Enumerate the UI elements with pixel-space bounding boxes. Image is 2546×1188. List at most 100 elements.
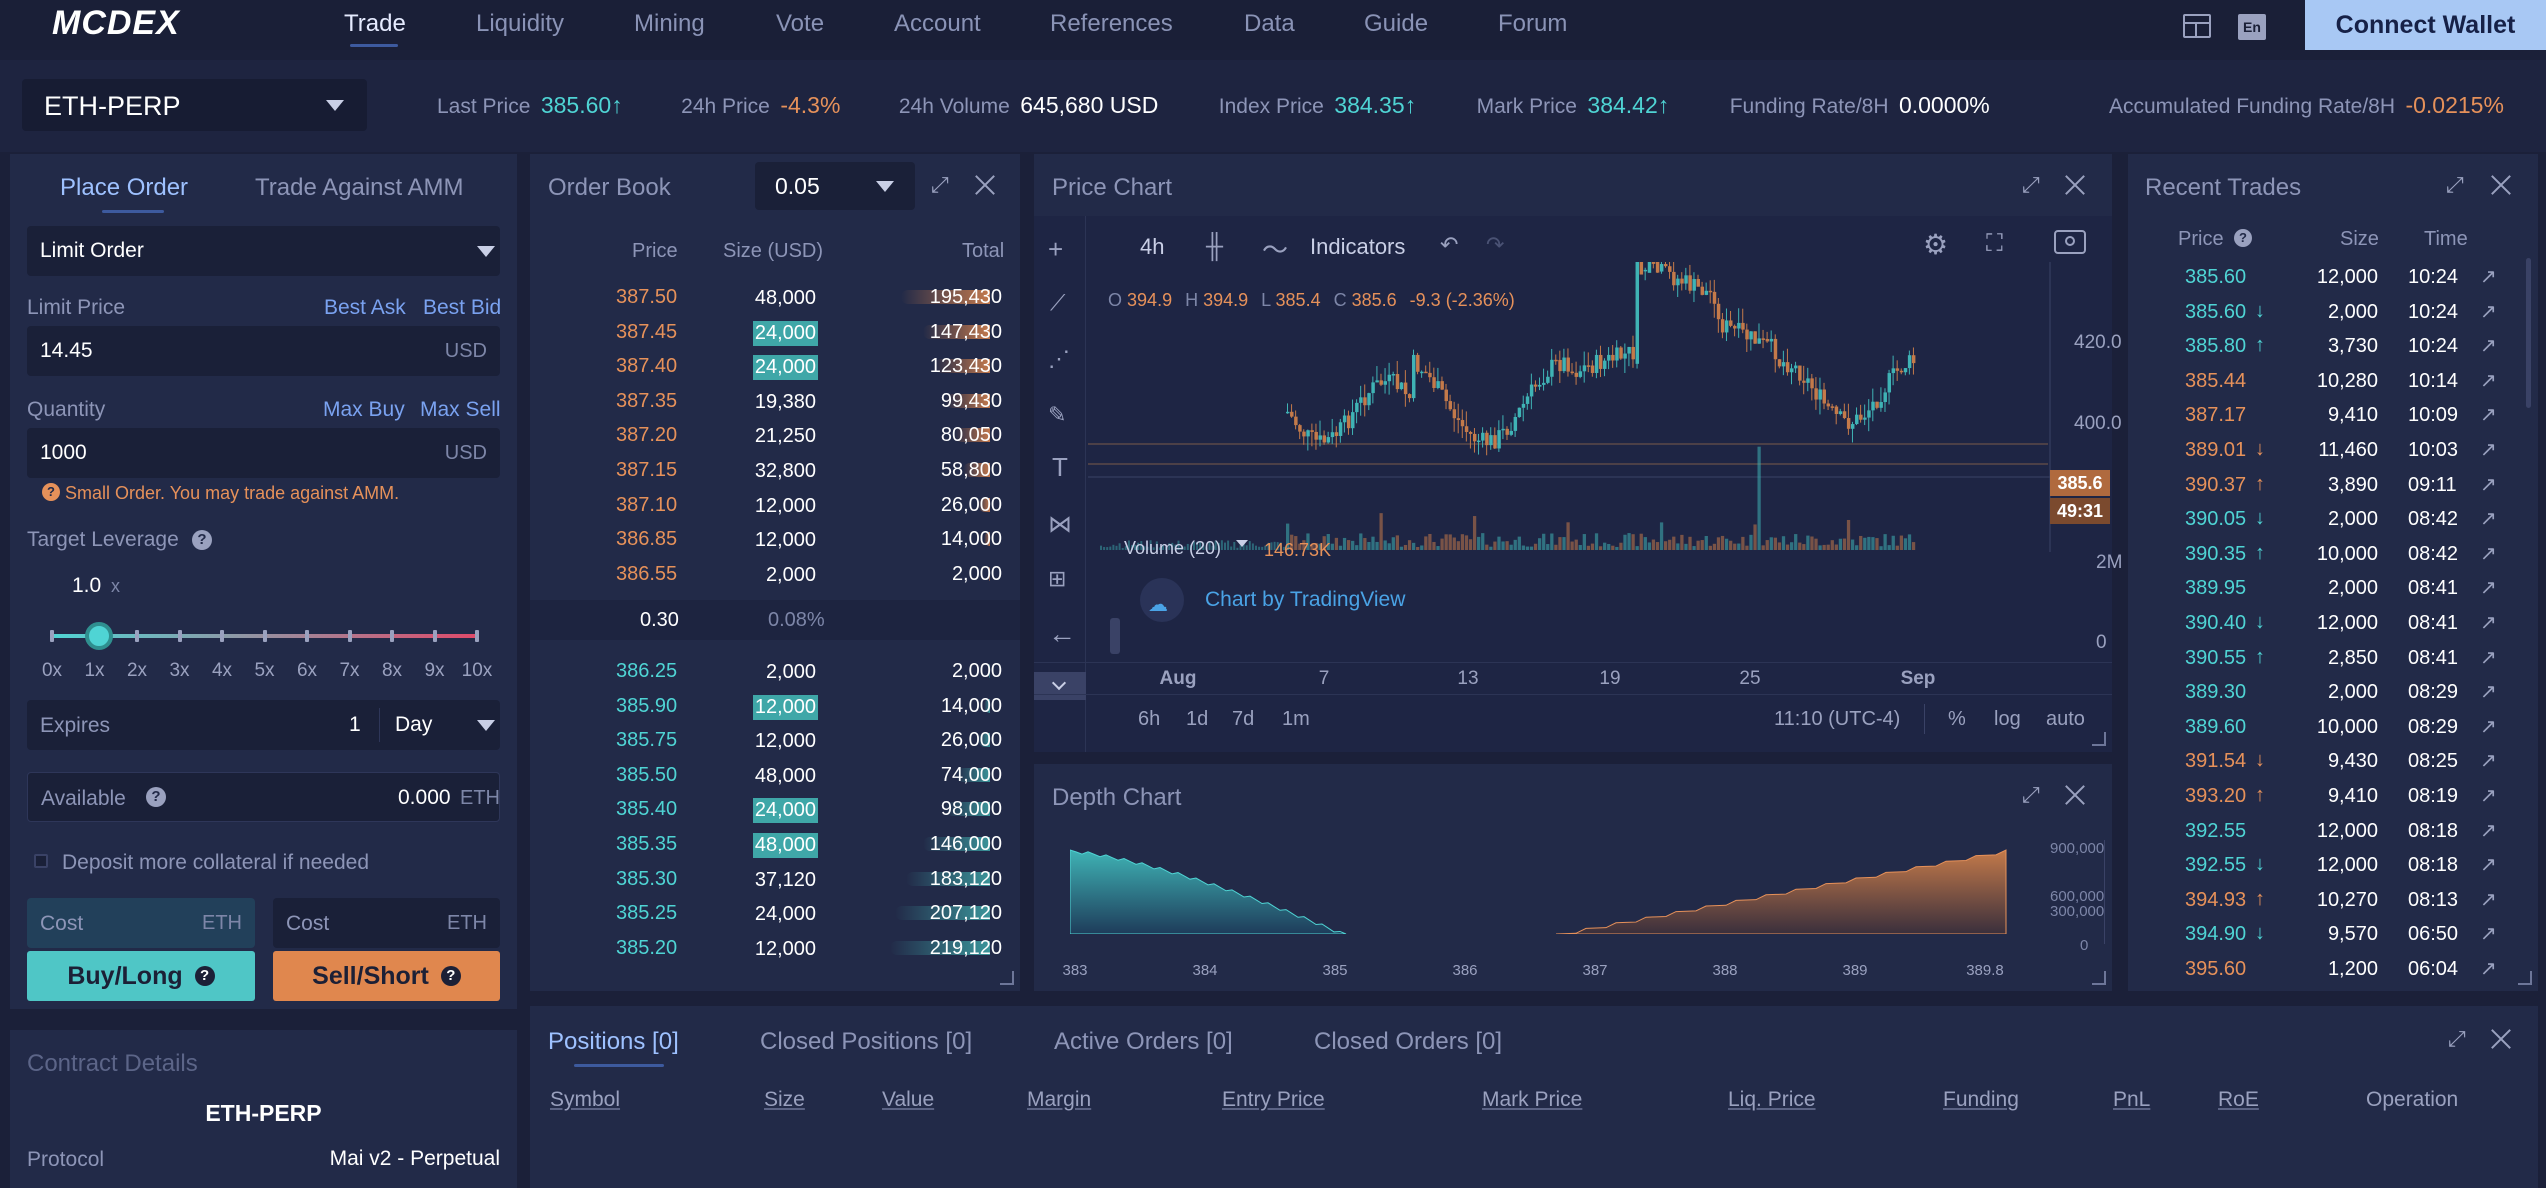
resize-handle[interactable] (2092, 971, 2106, 985)
tradingview-logo-icon[interactable]: ☁ (1140, 578, 1184, 622)
external-link-icon[interactable]: ↗ (2480, 819, 2497, 842)
limit-price-input[interactable]: 14.45 USD (27, 326, 500, 376)
interval-selector[interactable]: 4h (1140, 234, 1165, 259)
sell-help-icon[interactable]: ? (440, 966, 461, 986)
nav-mining[interactable]: Mining (634, 10, 705, 37)
fullscreen-icon[interactable]: ⛶ (1986, 230, 2003, 257)
leverage-tick-label[interactable]: 0x (41, 660, 63, 681)
order-book-row[interactable]: 387.10 12,000 26,000 (530, 490, 1020, 520)
external-link-icon[interactable]: ↗ (2480, 577, 2497, 600)
percent-scale-toggle[interactable]: % (1948, 708, 1966, 730)
candle-style-icon[interactable]: ╫ (1206, 233, 1224, 260)
best-ask-link[interactable]: Best Ask (324, 296, 406, 319)
text-tool-icon[interactable]: T (1052, 452, 1068, 482)
external-link-icon[interactable]: ↗ (2480, 300, 2497, 323)
external-link-icon[interactable]: ↗ (2480, 715, 2497, 738)
leverage-tick-label[interactable]: 9x (424, 660, 445, 681)
range-1m[interactable]: 1m (1282, 708, 1310, 730)
order-book-row[interactable]: 387.35 19,380 99,430 (530, 386, 1020, 416)
nav-guide[interactable]: Guide (1364, 10, 1429, 37)
pattern-icon[interactable]: ⋈ (1048, 511, 1072, 538)
col-size[interactable]: Size (764, 1088, 805, 1111)
sell-short-button[interactable]: Sell/Short ? (273, 951, 500, 1001)
col-funding[interactable]: Funding (1943, 1088, 2019, 1111)
col-liq-price[interactable]: Liq. Price (1728, 1088, 1816, 1111)
leverage-tick-label[interactable]: 2x (126, 660, 148, 681)
col-entry-price[interactable]: Entry Price (1222, 1088, 1325, 1111)
nav-account[interactable]: Account (894, 10, 981, 37)
expand-icon[interactable]: ⤢ (2448, 1026, 2466, 1051)
measure-icon[interactable]: ⊞ (1048, 566, 1067, 591)
trend-line-icon[interactable]: ⟋ (1050, 290, 1066, 315)
crosshair-icon[interactable]: + (1048, 234, 1064, 264)
expand-icon[interactable]: ⤢ (2022, 172, 2040, 197)
tab-trade-amm[interactable]: Trade Against AMM (255, 174, 464, 201)
order-book-row[interactable]: 387.45 24,000 147,430 (530, 317, 1020, 347)
col-value[interactable]: Value (882, 1088, 935, 1111)
leverage-tick-label[interactable]: 1x (84, 660, 105, 681)
resize-handle[interactable] (2518, 971, 2532, 985)
nav-vote[interactable]: Vote (776, 10, 825, 37)
back-arrow-icon[interactable]: ← (1048, 618, 1076, 649)
volume-dropdown-icon[interactable] (1236, 540, 1248, 547)
order-book-row[interactable]: 385.50 48,000 74,000 (530, 760, 1020, 790)
external-link-icon[interactable]: ↗ (2480, 854, 2497, 877)
leverage-tick-label[interactable]: 8x (381, 660, 403, 681)
order-book-row[interactable]: 385.90 12,000 14,000 (530, 691, 1020, 721)
range-1d[interactable]: 1d (1186, 708, 1209, 730)
best-bid-link[interactable]: Best Bid (423, 296, 502, 319)
buy-help-icon[interactable]: ? (194, 966, 215, 986)
col-pnl[interactable]: PnL (2113, 1088, 2151, 1111)
nav-forum[interactable]: Forum (1498, 10, 1568, 37)
external-link-icon[interactable]: ↗ (2480, 612, 2497, 634)
nav-trade[interactable]: Trade (344, 10, 406, 37)
volume-legend-label[interactable]: Volume (20) (1124, 538, 1222, 558)
indicators-button[interactable]: Indicators (1310, 234, 1406, 259)
order-book-row[interactable]: 387.40 24,000 123,430 (530, 351, 1020, 381)
external-link-icon[interactable]: ↗ (2480, 750, 2497, 773)
order-book-row[interactable]: 386.85 12,000 14,000 (530, 524, 1020, 554)
nav-data[interactable]: Data (1244, 10, 1295, 37)
order-book-row[interactable]: 385.40 24,000 98,000 (530, 794, 1020, 824)
order-book-row[interactable]: 385.25 24,000 207,120 (530, 898, 1020, 928)
close-icon[interactable] (974, 174, 996, 196)
external-link-icon[interactable]: ↗ (2480, 646, 2497, 669)
order-book-row[interactable]: 385.35 48,000 146,000 (530, 829, 1020, 859)
price-help-icon[interactable]: ? (2234, 229, 2252, 247)
range-6h[interactable]: 6h (1138, 708, 1161, 730)
close-icon[interactable] (2064, 174, 2086, 196)
col-roe[interactable]: RoE (2218, 1088, 2259, 1111)
order-book-row[interactable]: 385.20 12,000 219,120 (530, 933, 1020, 963)
range-7d[interactable]: 7d (1232, 708, 1255, 730)
camera-icon[interactable] (2054, 230, 2086, 254)
nav-references[interactable]: References (1050, 10, 1173, 37)
chart-scroll-handle[interactable] (1110, 618, 1120, 654)
external-link-icon[interactable]: ↗ (2480, 888, 2497, 911)
order-book-row[interactable]: 385.75 12,000 26,000 (530, 725, 1020, 755)
redo-icon[interactable]: ↷ (1486, 232, 1505, 257)
log-scale-toggle[interactable]: log (1994, 708, 2021, 730)
brush-icon[interactable]: ✎ (1048, 402, 1067, 427)
external-link-icon[interactable]: ↗ (2480, 508, 2497, 531)
quantity-input[interactable]: 1000 USD (27, 428, 500, 478)
leverage-tick-label[interactable]: 3x (169, 660, 190, 681)
external-link-icon[interactable]: ↗ (2480, 542, 2497, 565)
expand-icon[interactable]: ⤢ (2022, 782, 2040, 807)
order-type-select[interactable]: Limit Order (27, 226, 500, 276)
language-icon[interactable]: En (2238, 14, 2266, 40)
order-book-row[interactable]: 385.30 37,120 183,120 (530, 864, 1020, 894)
connect-wallet-button[interactable]: Connect Wallet (2305, 0, 2546, 50)
expires-field[interactable]: Expires 1 Day (27, 700, 500, 750)
undo-icon[interactable]: ↶ (1440, 232, 1459, 257)
deposit-checkbox[interactable] (34, 854, 48, 868)
available-help-icon[interactable]: ? (146, 787, 166, 807)
col-mark-price[interactable]: Mark Price (1482, 1088, 1583, 1111)
auto-scale-toggle[interactable]: auto (2046, 708, 2085, 730)
leverage-tick-label[interactable]: 6x (296, 660, 318, 681)
order-book-row[interactable]: 386.55 2,000 2,000 (530, 559, 1020, 589)
external-link-icon[interactable]: ↗ (2480, 473, 2497, 496)
leverage-tick-label[interactable]: 10x (461, 660, 493, 681)
leverage-tick-label[interactable]: 4x (211, 660, 233, 681)
collapse-toolbar-button[interactable] (1034, 672, 1086, 700)
expires-value[interactable]: 1 (349, 713, 361, 736)
